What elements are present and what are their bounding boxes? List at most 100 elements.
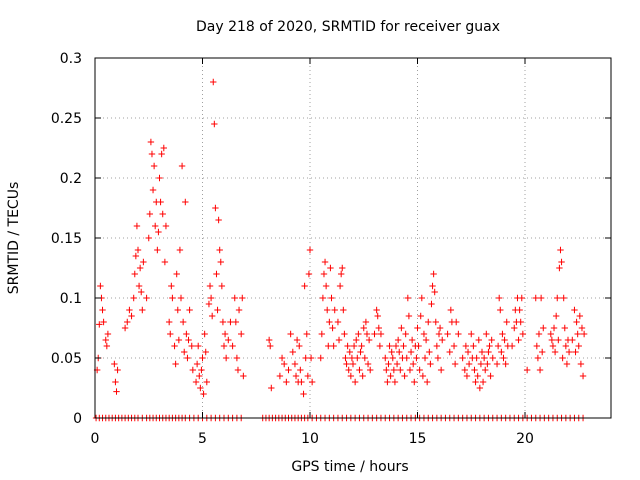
data-point	[161, 258, 169, 266]
data-point	[450, 342, 458, 350]
data-point	[572, 348, 579, 356]
data-point	[176, 246, 184, 254]
data-point	[539, 348, 546, 356]
data-point	[287, 330, 294, 338]
data-point	[511, 324, 518, 332]
data-point	[558, 258, 565, 266]
data-point	[498, 348, 505, 356]
data-point	[174, 306, 181, 314]
data-point	[355, 330, 362, 338]
data-point	[361, 354, 369, 362]
data-point	[160, 144, 167, 152]
data-point	[516, 306, 523, 314]
data-point	[577, 360, 585, 368]
data-point	[363, 330, 371, 338]
data-point	[459, 354, 466, 362]
data-point	[483, 330, 490, 338]
data-point	[128, 312, 135, 320]
data-point	[493, 360, 501, 368]
data-point	[473, 354, 480, 362]
data-point	[199, 354, 206, 362]
data-point	[201, 330, 208, 338]
data-point	[580, 330, 588, 338]
data-point	[221, 330, 229, 338]
data-point	[173, 270, 180, 278]
data-point	[486, 342, 493, 350]
data-point	[536, 366, 544, 374]
data-point	[359, 372, 366, 380]
data-point	[421, 354, 429, 362]
data-point	[439, 336, 446, 344]
data-point	[207, 294, 215, 302]
data-point	[453, 318, 460, 326]
data-point	[121, 324, 129, 332]
data-point	[175, 336, 183, 344]
data-point	[534, 354, 542, 362]
data-point	[210, 78, 217, 86]
data-point	[477, 360, 485, 368]
data-point	[138, 288, 145, 296]
data-point	[403, 354, 410, 362]
data-point	[132, 252, 140, 260]
data-point	[112, 378, 119, 386]
data-point	[292, 372, 300, 380]
data-point	[446, 348, 453, 356]
data-point	[517, 318, 524, 326]
data-point	[306, 246, 314, 254]
data-point	[386, 342, 393, 350]
data-point	[220, 342, 228, 350]
data-point	[183, 330, 190, 338]
data-point	[331, 306, 338, 314]
data-point	[328, 294, 335, 302]
data-point	[211, 120, 218, 128]
data-point	[152, 222, 159, 230]
data-point	[300, 390, 307, 398]
data-point	[394, 336, 402, 344]
chart-title: Day 218 of 2020, SRMTID for receiver gua…	[196, 19, 500, 35]
data-point	[358, 342, 365, 350]
data-point	[385, 360, 392, 368]
data-point	[461, 366, 468, 374]
data-point	[133, 222, 141, 230]
data-point	[346, 348, 353, 356]
data-point	[468, 330, 475, 338]
data-point	[354, 354, 361, 362]
data-point	[410, 360, 417, 368]
data-point	[518, 294, 525, 302]
data-point	[432, 318, 439, 326]
data-point	[135, 282, 143, 290]
x-tick-labels: 0 5 10 15 20	[91, 431, 534, 447]
data-point	[463, 372, 471, 380]
data-point	[177, 294, 185, 302]
data-point	[344, 342, 351, 350]
data-point	[499, 330, 506, 338]
data-point	[324, 306, 331, 314]
data-point	[417, 312, 424, 320]
data-point	[489, 354, 496, 362]
data-point	[185, 336, 192, 344]
data-point	[276, 372, 284, 380]
data-point	[348, 354, 356, 362]
data-point	[404, 294, 412, 302]
data-point	[103, 342, 111, 350]
data-point	[560, 294, 567, 302]
data-point	[475, 336, 482, 344]
data-point	[423, 378, 431, 386]
data-point	[476, 384, 484, 392]
data-point	[156, 174, 163, 182]
data-point	[307, 354, 315, 362]
data-point	[425, 318, 432, 326]
data-point	[318, 330, 326, 338]
data-point	[373, 306, 380, 314]
data-point	[304, 372, 312, 380]
data-point	[325, 342, 332, 350]
data-point	[420, 330, 428, 338]
data-point	[203, 378, 210, 386]
data-point	[298, 378, 305, 386]
data-point	[97, 282, 104, 290]
data-point	[397, 366, 404, 374]
data-point	[124, 318, 131, 326]
data-point	[402, 330, 409, 338]
data-point	[143, 294, 150, 302]
